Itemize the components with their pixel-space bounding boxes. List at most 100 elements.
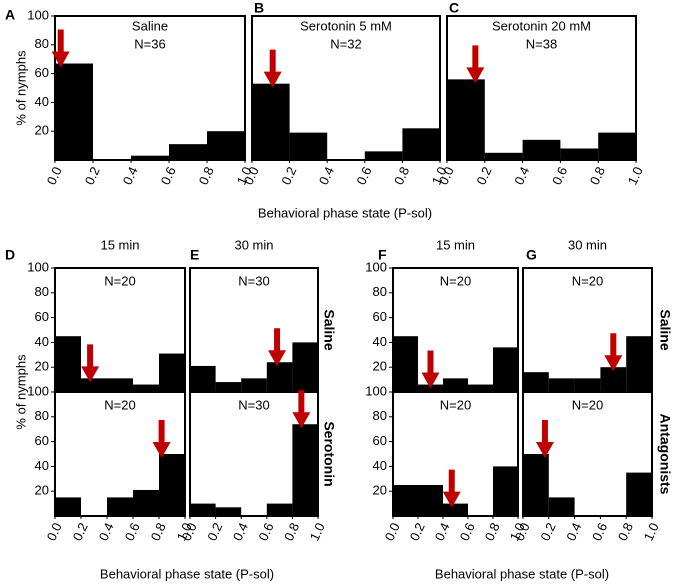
panel-frame	[251, 15, 441, 161]
y-axis-label: % of nymphs	[13, 50, 28, 126]
panel-letter: C	[449, 0, 459, 16]
x-tick-label: 0.0	[241, 164, 262, 187]
x-tick-label: 0.6	[589, 520, 610, 543]
arrow	[81, 344, 100, 383]
bar	[215, 507, 242, 516]
y-tick-label: 20	[35, 123, 49, 138]
n-label: N=32	[330, 36, 361, 51]
x-tick-label: 1.0	[234, 164, 255, 187]
bar	[241, 378, 267, 392]
bar	[522, 139, 561, 160]
y-tick-label: 40	[35, 458, 49, 473]
x-tick-label: 1.0	[429, 164, 450, 187]
bar	[600, 367, 627, 392]
group-label: Antagonists	[657, 414, 673, 495]
n-label: N=20	[572, 273, 603, 288]
panel-frame	[189, 391, 319, 517]
x-tick-label: 0.4	[230, 520, 251, 543]
bar	[159, 454, 185, 516]
n-label: N=20	[104, 273, 135, 288]
arrow-shape	[268, 328, 287, 367]
n-label: N=30	[238, 397, 269, 412]
panel-frame	[392, 391, 519, 517]
arrow	[604, 333, 623, 372]
x-tick-label: 0.4	[120, 164, 141, 187]
y-tick-label: 40	[35, 94, 49, 109]
bar	[190, 365, 216, 392]
panel-letter: B	[254, 0, 264, 16]
bar	[626, 472, 652, 516]
y-tick-label: 60	[35, 309, 49, 324]
x-tick-label: 1.0	[307, 520, 328, 543]
bar	[169, 144, 207, 160]
y-tick-label: 40	[35, 334, 49, 349]
y-tick-label: 100	[27, 259, 49, 274]
x-tick-label: 0.8	[615, 520, 636, 543]
bar	[107, 497, 133, 516]
arrow-shape	[466, 45, 485, 84]
x-axis-label: Behavioral phase state (P-sol)	[258, 205, 432, 220]
x-tick-label: 0.2	[473, 164, 494, 187]
bar	[598, 132, 636, 160]
y-tick-label: 60	[35, 65, 49, 80]
bar	[55, 336, 81, 392]
x-tick-label: 0.2	[407, 520, 428, 543]
arrow	[442, 469, 461, 508]
time-label: 15 min	[100, 237, 139, 252]
bar	[493, 466, 518, 516]
time-label: 30 min	[568, 237, 607, 252]
x-tick-label: 1.0	[174, 520, 195, 543]
n-label: N=20	[440, 397, 471, 412]
bar	[574, 378, 601, 392]
arrow	[263, 49, 282, 88]
arrow-shape	[263, 49, 282, 88]
y-tick-label: 100	[27, 383, 49, 398]
x-tick-label: 0.8	[148, 520, 169, 543]
y-tick-label: 20	[373, 483, 387, 498]
arrow	[152, 420, 171, 458]
group-label: Saline	[321, 309, 337, 350]
bar	[548, 497, 575, 516]
bar	[131, 155, 169, 160]
x-tick-label: 0.6	[255, 520, 276, 543]
y-tick-label: 20	[35, 483, 49, 498]
time-label: 15 min	[436, 237, 475, 252]
y-tick-label: 80	[35, 284, 49, 299]
panel-title: Saline	[132, 18, 168, 33]
y-tick-label: 60	[35, 433, 49, 448]
y-tick-label: 20	[35, 359, 49, 374]
bar	[207, 131, 245, 160]
y-tick-label: 80	[373, 408, 387, 423]
x-tick-label: 0.6	[549, 164, 570, 187]
bar	[190, 503, 216, 516]
n-label: N=36	[134, 36, 165, 51]
arrow	[466, 45, 485, 84]
bar	[292, 342, 318, 392]
bar	[393, 485, 418, 516]
y-axis-label: % of nymphs	[13, 354, 28, 430]
y-tick-label: 80	[35, 36, 49, 51]
panel-frame	[54, 391, 186, 517]
bar	[133, 384, 159, 392]
bar	[266, 503, 293, 516]
y-tick-label: 80	[35, 408, 49, 423]
panel-letter: D	[5, 247, 15, 263]
x-tick-label: 1.0	[625, 164, 646, 187]
x-tick-label: 0.4	[432, 520, 453, 543]
panel-letter: A	[5, 7, 15, 23]
bar	[484, 152, 523, 160]
bar	[447, 79, 485, 160]
n-label: N=20	[104, 397, 135, 412]
y-tick-label: 20	[373, 359, 387, 374]
bar	[133, 489, 159, 516]
arrow-shape	[81, 344, 100, 383]
x-tick-label: 0.4	[96, 520, 117, 543]
y-tick-label: 100	[365, 259, 387, 274]
x-tick-label: 0.2	[537, 520, 558, 543]
arrow-shape	[421, 350, 440, 389]
bar	[107, 378, 133, 392]
arrow	[421, 350, 440, 389]
panel-title: Serotonin 5 mM	[300, 18, 392, 33]
time-label: 30 min	[234, 237, 273, 252]
